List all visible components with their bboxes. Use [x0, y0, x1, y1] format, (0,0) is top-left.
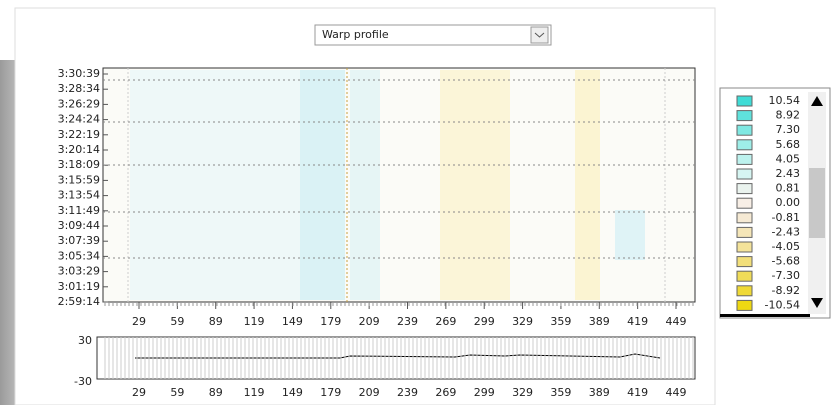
dropdown-box[interactable] [314, 24, 552, 46]
x-tick-label: 359 [550, 386, 571, 399]
heat-region [615, 210, 645, 260]
x-tick-label: 239 [397, 386, 418, 399]
x-tick-label: 119 [244, 315, 265, 328]
legend-label: 4.05 [776, 152, 801, 165]
legend-swatch [736, 212, 753, 224]
x-tick-label: 419 [627, 386, 648, 399]
legend-label: 5.68 [776, 138, 801, 151]
x-tick-label: 89 [209, 386, 223, 399]
scroll-down[interactable] [811, 298, 823, 308]
legend-label: -5.68 [772, 255, 800, 268]
legend-label: 7.30 [776, 123, 801, 136]
y-tick-label: 3:11:49 [58, 204, 100, 217]
y-tick-label: 30 [78, 334, 92, 347]
y-tick-label: 3:07:39 [58, 234, 100, 247]
y-tick-label: -30 [74, 375, 92, 388]
heat-region [575, 70, 600, 300]
x-tick-label: 89 [209, 315, 223, 328]
legend-label: 8.92 [776, 109, 801, 122]
scroll-thumb[interactable] [809, 168, 825, 238]
y-tick-label: 3:30:39 [58, 67, 100, 80]
x-tick-label: 389 [589, 315, 610, 328]
x-tick-label: 449 [666, 315, 687, 328]
scroll-up[interactable] [811, 96, 823, 106]
legend-swatch [736, 285, 753, 297]
x-tick-label: 389 [589, 386, 610, 399]
legend-label: -4.05 [772, 240, 800, 253]
x-tick-label: 299 [474, 315, 495, 328]
y-tick-label: 2:59:14 [58, 295, 100, 308]
dropdown[interactable]: Warp profile [314, 24, 552, 46]
y-tick-label: 3:24:24 [58, 113, 100, 126]
legend-label: -8.92 [772, 284, 800, 297]
legend-swatch [736, 183, 753, 195]
legend-label: 0.81 [776, 182, 801, 195]
legend-label: 2.43 [776, 167, 801, 180]
legend-label: -0.81 [772, 211, 800, 224]
dropdown-button[interactable] [530, 26, 549, 44]
dropdown-arrow [534, 32, 545, 38]
x-tick-label: 119 [244, 386, 265, 399]
legend-swatch [736, 153, 753, 165]
x-tick-label: 59 [170, 386, 184, 399]
x-tick-label: 59 [170, 315, 184, 328]
legend-bottom [720, 314, 810, 317]
x-tick-label: 269 [435, 315, 456, 328]
y-tick-label: 3:18:09 [58, 158, 100, 171]
legend-label: 10.54 [769, 94, 801, 107]
heat-region [440, 70, 510, 300]
legend-swatch [736, 226, 753, 238]
legend-swatch [736, 241, 753, 253]
dropdown-label[interactable]: Warp profile [322, 28, 389, 41]
y-tick-label: 3:09:44 [58, 219, 100, 232]
legend-swatch [736, 256, 753, 268]
x-tick-label: 329 [512, 386, 533, 399]
legend-swatch [736, 197, 753, 209]
legend-label: 0.00 [776, 196, 801, 209]
heat-region [350, 70, 380, 300]
y-tick-label: 3:03:29 [58, 265, 100, 278]
x-tick-label: 149 [282, 315, 303, 328]
legend-swatch [736, 139, 753, 151]
x-tick-label: 329 [512, 315, 533, 328]
x-tick-label: 29 [132, 386, 146, 399]
legend-swatch [736, 95, 753, 107]
y-tick-label: 3:22:19 [58, 128, 100, 141]
legend-label: -10.54 [765, 298, 800, 311]
legend-swatch [736, 299, 753, 311]
legend-swatch [736, 110, 753, 122]
y-tick-label: 3:05:34 [58, 249, 100, 262]
y-tick-label: 3:01:19 [58, 280, 100, 293]
x-tick-label: 179 [320, 315, 341, 328]
x-tick-label: 419 [627, 315, 648, 328]
legend-label: -7.30 [772, 269, 800, 282]
legend-label: -2.43 [772, 225, 800, 238]
x-tick-label: 179 [320, 386, 341, 399]
x-tick-label: 29 [132, 315, 146, 328]
x-tick-label: 269 [435, 386, 456, 399]
heat-region [300, 70, 345, 300]
legend-swatch [736, 168, 753, 180]
x-tick-label: 299 [474, 386, 495, 399]
legend-swatch [736, 270, 753, 282]
y-tick-label: 3:26:29 [58, 97, 100, 110]
x-tick-label: 209 [359, 315, 380, 328]
x-tick-label: 149 [282, 386, 303, 399]
heatmap [102, 67, 696, 303]
y-tick-label: 3:28:34 [58, 82, 100, 95]
y-tick-label: 3:13:54 [58, 189, 100, 202]
x-tick-label: 239 [397, 315, 418, 328]
x-tick-label: 359 [550, 315, 571, 328]
y-tick-label: 3:20:14 [58, 143, 100, 156]
legend-swatch [736, 124, 753, 136]
y-tick-label: 3:15:59 [58, 173, 100, 186]
x-tick-label: 209 [359, 386, 380, 399]
x-tick-label: 449 [666, 386, 687, 399]
